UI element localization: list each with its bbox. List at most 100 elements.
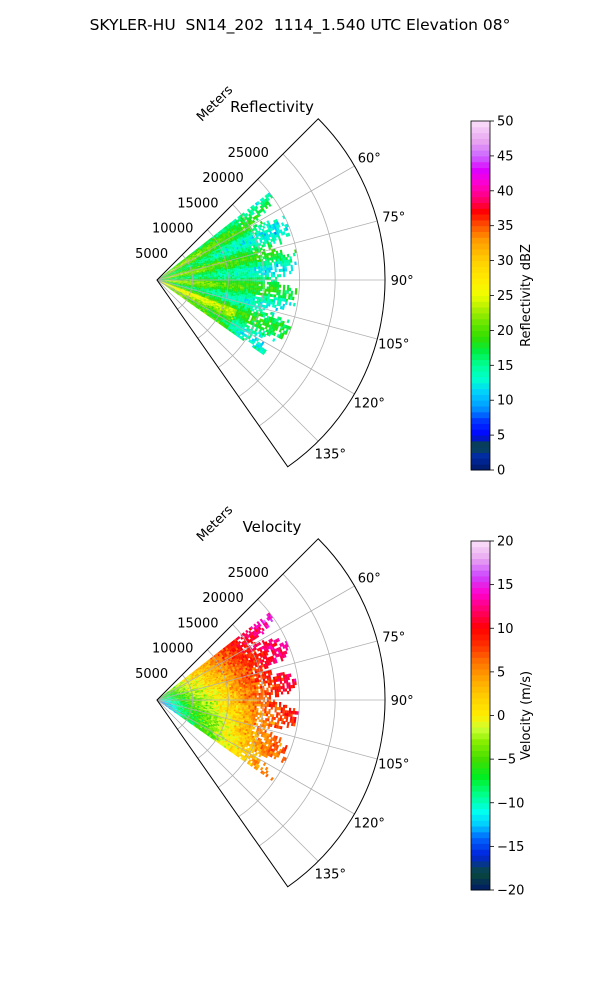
data-cell <box>176 263 179 266</box>
data-cell <box>261 244 265 248</box>
data-cell <box>185 277 188 279</box>
data-cell <box>208 245 211 248</box>
data-cell <box>258 257 262 261</box>
data-cell <box>173 287 176 290</box>
data-cell <box>208 307 212 310</box>
data-cell <box>160 277 163 279</box>
data-cell <box>230 284 233 287</box>
data-cell <box>210 250 214 253</box>
data-cell <box>224 281 227 283</box>
data-cell <box>172 284 175 286</box>
data-cell <box>178 272 181 274</box>
data-cell <box>212 249 216 252</box>
data-cell <box>182 265 185 268</box>
data-cell <box>167 286 170 289</box>
data-cell <box>197 252 201 255</box>
data-cell <box>192 287 195 289</box>
radial-tick-label: 25000 <box>228 146 269 161</box>
data-cell <box>183 259 186 262</box>
data-cell <box>284 301 288 305</box>
data-cell <box>196 299 200 302</box>
data-cell <box>256 300 259 304</box>
data-cell <box>168 275 171 277</box>
data-cell <box>180 267 184 270</box>
data-cell <box>248 271 251 275</box>
data-cell <box>226 276 229 279</box>
data-cell <box>231 290 234 293</box>
data-cell <box>240 274 243 277</box>
data-cell <box>176 272 179 274</box>
data-cell <box>168 277 172 278</box>
data-cell <box>170 276 174 277</box>
data-cell <box>222 276 225 279</box>
data-cell <box>253 264 257 268</box>
radar-panel-velocity: 60°75°90°105°120°135°5000100001500020000… <box>135 503 534 899</box>
data-cell <box>171 272 175 274</box>
data-cell <box>200 295 204 298</box>
data-cell <box>221 275 225 278</box>
data-cell <box>205 283 208 286</box>
data-cell <box>224 282 227 285</box>
data-cell <box>183 288 187 291</box>
data-cell <box>173 286 177 289</box>
data-cell <box>167 273 170 275</box>
data-cell <box>184 286 187 288</box>
data-cell <box>178 262 181 265</box>
data-cell <box>207 282 210 285</box>
data-cell <box>182 262 186 265</box>
data-cell <box>220 276 223 279</box>
data-cell <box>164 282 167 284</box>
data-cell <box>245 292 248 296</box>
data-cell <box>226 278 229 280</box>
data-cell <box>175 279 178 280</box>
data-cell <box>197 275 200 277</box>
colorbar-swatch <box>471 342 490 349</box>
data-cell <box>238 281 241 284</box>
data-cell <box>201 293 204 296</box>
data-cell <box>184 272 187 274</box>
data-cell <box>259 220 264 225</box>
data-cell <box>261 304 265 308</box>
data-cell <box>181 283 184 285</box>
data-cell <box>180 262 183 265</box>
data-cell <box>252 258 256 262</box>
data-cell <box>199 251 203 254</box>
data-cell <box>170 273 173 275</box>
data-cell <box>168 284 171 286</box>
data-cell <box>175 287 178 289</box>
data-cell <box>176 272 179 275</box>
data-cell <box>179 288 182 291</box>
data-cell <box>243 292 246 296</box>
data-cell <box>236 263 240 267</box>
data-cell <box>234 276 237 279</box>
data-cell <box>213 310 217 313</box>
data-cell <box>188 256 192 259</box>
data-cell <box>175 276 178 278</box>
data-cell <box>166 283 169 285</box>
data-cell <box>203 281 206 284</box>
colorbar-swatch <box>471 411 490 419</box>
data-cell <box>168 276 172 278</box>
data-cell <box>170 269 173 271</box>
data-cell <box>166 276 169 278</box>
panel-title: Reflectivity <box>230 98 314 116</box>
data-cell <box>179 280 182 282</box>
data-cell <box>221 268 224 271</box>
data-cell <box>191 262 195 265</box>
data-cell <box>191 253 194 256</box>
data-cell <box>176 264 179 266</box>
data-cell <box>180 286 183 288</box>
data-cell <box>207 257 210 260</box>
data-cell <box>202 297 205 299</box>
data-cell <box>169 285 172 288</box>
data-cell <box>258 288 261 291</box>
data-cell <box>235 291 238 294</box>
data-cell <box>197 294 200 296</box>
data-cell <box>254 223 258 228</box>
data-cell <box>167 286 170 288</box>
data-cell <box>208 311 211 315</box>
data-cell <box>228 276 231 279</box>
data-cell <box>256 281 259 285</box>
data-cell <box>192 288 195 290</box>
data-cell <box>196 249 199 252</box>
